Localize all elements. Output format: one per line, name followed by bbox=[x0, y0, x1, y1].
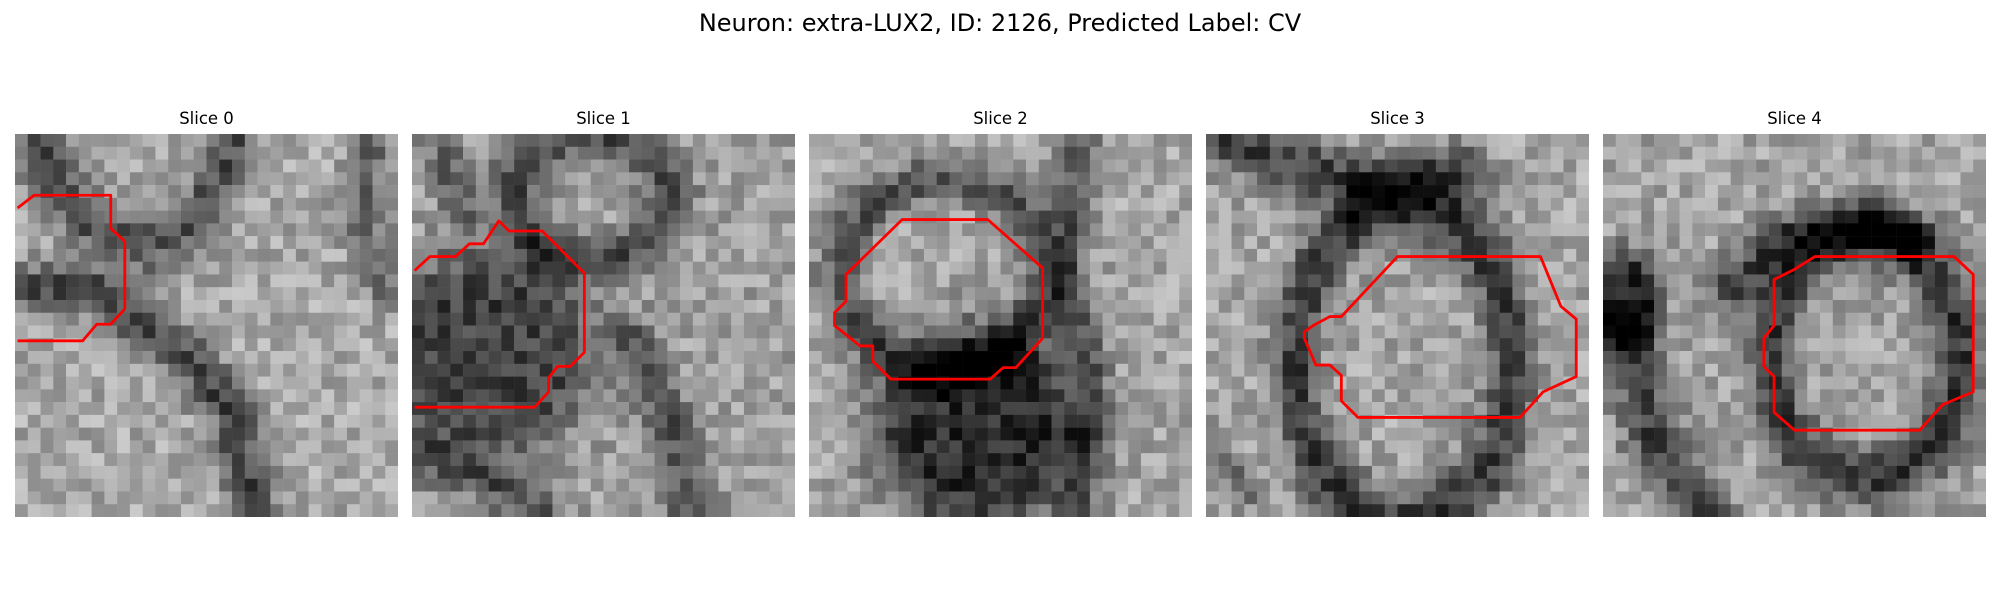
slice-image-0 bbox=[15, 134, 398, 517]
slice-title-0: Slice 0 bbox=[179, 109, 234, 128]
slice-image-1 bbox=[412, 134, 795, 517]
slice-panel-3: Slice 3 bbox=[1206, 108, 1589, 517]
slice-title-4: Slice 4 bbox=[1767, 109, 1822, 128]
grayscale-patch bbox=[15, 134, 398, 517]
figure-title: Neuron: extra-LUX2, ID: 2126, Predicted … bbox=[698, 9, 1302, 37]
slice-image-2 bbox=[809, 134, 1192, 517]
grayscale-patch bbox=[1603, 134, 1986, 517]
slice-panel-1: Slice 1 bbox=[412, 108, 795, 517]
slice-panel-0: Slice 0 bbox=[15, 108, 398, 517]
segmentation-contour bbox=[16, 193, 127, 343]
slice-image-3 bbox=[1206, 134, 1589, 517]
grayscale-patch bbox=[1206, 134, 1589, 517]
grayscale-patch bbox=[809, 134, 1192, 517]
slice-title-1: Slice 1 bbox=[576, 109, 631, 128]
segmentation-contour bbox=[833, 218, 1045, 381]
slice-panel-4: Slice 4 bbox=[1603, 108, 1986, 517]
segmentation-contour bbox=[1762, 255, 1975, 432]
grayscale-patch bbox=[412, 134, 795, 517]
slice-image-4 bbox=[1603, 134, 1986, 517]
slice-panel-2: Slice 2 bbox=[809, 108, 1192, 517]
slice-title-2: Slice 2 bbox=[973, 109, 1028, 128]
segmentation-contour bbox=[413, 219, 586, 409]
segmentation-contour bbox=[1302, 255, 1578, 419]
slice-title-3: Slice 3 bbox=[1370, 109, 1425, 128]
